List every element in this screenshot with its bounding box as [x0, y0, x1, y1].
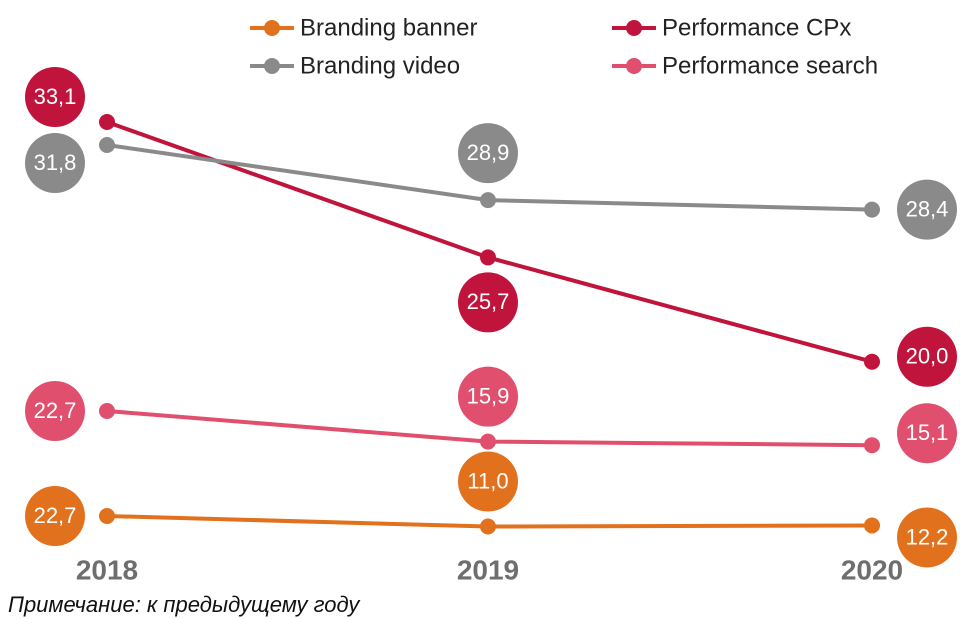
point — [99, 137, 115, 153]
point — [480, 249, 496, 266]
data-label: 20,0 — [906, 344, 949, 369]
legend-dot — [264, 58, 280, 74]
data-label: 22,7 — [34, 398, 77, 423]
label-bubble — [25, 486, 85, 546]
note: Примечание: к предыдущему году — [8, 592, 361, 617]
data-label: 15,1 — [906, 420, 949, 445]
data-label: 33,1 — [34, 84, 77, 109]
label-bubble — [458, 272, 518, 333]
data-label: 28,9 — [467, 140, 510, 165]
point — [480, 518, 496, 535]
data-label: 12,2 — [906, 524, 949, 549]
label-bubble — [458, 123, 518, 184]
point — [864, 201, 880, 218]
data-label: 22,7 — [34, 503, 77, 528]
label-bubble — [458, 366, 518, 427]
data-label: 11,0 — [467, 468, 508, 493]
legend-dot — [626, 20, 642, 36]
label-bubble — [25, 67, 85, 127]
x-tick-label: 2019 — [457, 554, 519, 585]
point — [99, 403, 115, 419]
label-bubble — [25, 381, 85, 441]
label-bubble — [897, 326, 957, 387]
legend-dot — [626, 58, 642, 74]
data-label: 31,8 — [34, 150, 77, 175]
data-label: 28,4 — [906, 196, 949, 221]
point — [480, 433, 496, 450]
legend-label: Branding banner — [300, 14, 477, 41]
point — [864, 437, 880, 454]
label-bubble — [458, 451, 518, 512]
legend-label: Branding video — [300, 52, 460, 79]
point — [99, 508, 115, 524]
label-bubble — [897, 179, 957, 240]
legend-label: Performance search — [662, 52, 878, 79]
label-bubble — [897, 403, 957, 464]
point — [480, 192, 496, 209]
point — [864, 353, 880, 370]
label-bubble — [897, 507, 957, 568]
point — [864, 517, 880, 534]
data-label: 15,9 — [467, 383, 510, 408]
x-tick-label: 2018 — [76, 554, 138, 585]
legend-dot — [264, 20, 280, 36]
legend-label: Performance CPx — [662, 14, 851, 41]
label-bubble — [25, 133, 85, 193]
x-tick-label: 2020 — [841, 554, 903, 585]
data-label: 25,7 — [467, 289, 510, 314]
point — [99, 114, 115, 130]
